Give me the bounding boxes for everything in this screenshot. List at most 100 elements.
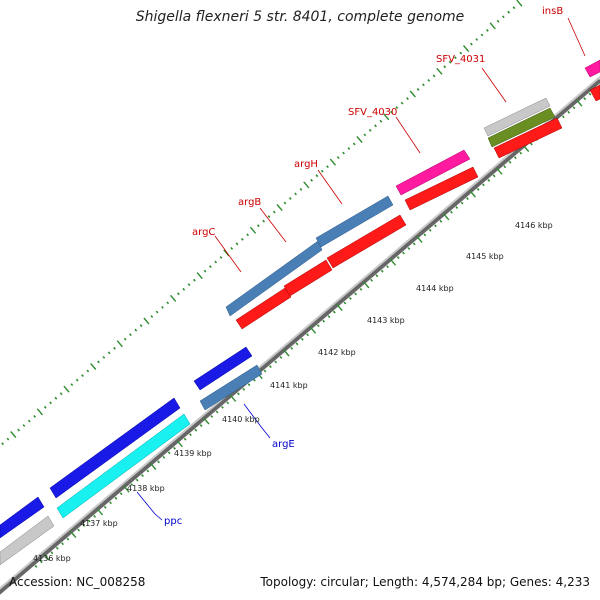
- inner-tick: [423, 233, 427, 237]
- leader-argC: [214, 235, 242, 273]
- inner-tick: [522, 145, 530, 153]
- inner-tick: [466, 197, 469, 201]
- outer-tick: [422, 83, 425, 87]
- outer-tick: [107, 351, 111, 355]
- inner-tick: [316, 324, 320, 328]
- gene-label-argC[interactable]: argC: [192, 227, 215, 238]
- gene-label-ppc[interactable]: ppc: [164, 516, 182, 527]
- outer-tick: [409, 90, 416, 98]
- inner-tick: [82, 524, 86, 527]
- feature-argH[interactable]: [315, 195, 394, 248]
- outer-tick: [6, 437, 10, 441]
- scale-labels: 4136 kbp 4137 kbp 4138 kbp 4139 kbp 4140…: [33, 221, 553, 563]
- feature-blue-1[interactable]: [193, 346, 253, 391]
- outer-tick: [489, 22, 496, 30]
- inner-tick: [407, 247, 411, 250]
- inner-tick: [363, 281, 370, 289]
- outer-tick: [230, 246, 234, 250]
- feature-gray-left[interactable]: [0, 515, 55, 566]
- gene-label-SFV_4031[interactable]: SFV_4031: [436, 54, 485, 65]
- outer-tick: [246, 233, 250, 237]
- inner-tick: [87, 519, 91, 523]
- outer-tick: [368, 128, 372, 132]
- feature-SFV_4031-gray[interactable]: [483, 97, 551, 137]
- feature-SFV_4030[interactable]: [395, 149, 471, 196]
- inner-tick: [237, 392, 240, 396]
- gene-label-insB[interactable]: insB: [542, 6, 563, 17]
- outer-tick: [395, 106, 399, 110]
- outer-tick: [161, 305, 164, 309]
- leader-argB: [259, 207, 287, 243]
- inner-tick: [300, 337, 304, 341]
- inner-tick: [359, 287, 363, 291]
- feature-SFV_4031-olive[interactable]: [487, 107, 556, 148]
- outer-tick: [436, 67, 443, 75]
- inner-tick: [567, 110, 571, 114]
- feature-red-4[interactable]: [404, 166, 479, 211]
- feature-ppc[interactable]: [56, 413, 191, 519]
- feature-red-5[interactable]: [493, 117, 563, 159]
- inner-tick: [263, 369, 267, 373]
- inner-tick: [93, 514, 96, 518]
- feature-argC-argB[interactable]: [225, 240, 323, 317]
- feature-red-2[interactable]: [283, 259, 333, 297]
- outer-tick: [383, 113, 390, 121]
- scale-label-4143: 4143 kbp: [367, 316, 405, 325]
- outer-tick: [169, 294, 177, 302]
- outer-tick: [326, 165, 329, 169]
- outer-tick: [347, 147, 351, 150]
- feature-argE[interactable]: [199, 364, 263, 411]
- inner-tick: [309, 326, 317, 334]
- scale-label-4141: 4141 kbp: [270, 381, 308, 390]
- gene-label-argB[interactable]: argB: [238, 197, 261, 208]
- outer-tick: [150, 315, 154, 318]
- outer-tick: [139, 324, 143, 328]
- inner-tick: [283, 349, 290, 357]
- feature-blue-2[interactable]: [49, 397, 181, 499]
- inner-tick: [253, 378, 256, 382]
- feature-insB[interactable]: [584, 59, 600, 78]
- outer-tick: [166, 301, 170, 305]
- inner-tick: [389, 258, 397, 266]
- outer-tick: [272, 210, 276, 214]
- inner-tick: [274, 360, 278, 364]
- inner-tick: [103, 505, 107, 509]
- outer-tick: [406, 97, 409, 101]
- outer-tick: [75, 378, 79, 382]
- outer-tick: [299, 187, 303, 191]
- scale-label-4138: 4138 kbp: [127, 484, 165, 493]
- inner-tick: [561, 115, 565, 119]
- outer-tick: [501, 15, 505, 19]
- leader-SFV_4031: [481, 67, 507, 103]
- outer-tick: [320, 169, 324, 173]
- inner-tick: [96, 508, 104, 516]
- outer-tick: [267, 215, 271, 219]
- feature-red-6[interactable]: [589, 84, 600, 102]
- outer-tick: [209, 265, 212, 269]
- outer-tick: [462, 45, 470, 53]
- outer-tick-row: [1, 0, 526, 446]
- inner-tick: [380, 269, 384, 273]
- feature-blue-3[interactable]: [0, 496, 45, 539]
- inner-tick: [226, 401, 230, 405]
- feature-red-3[interactable]: [326, 214, 407, 269]
- backbone-highlight: [0, 76, 600, 590]
- leader-argH: [317, 169, 343, 205]
- inner-tick: [55, 546, 59, 550]
- gene-label-SFV_4030[interactable]: SFV_4030: [348, 107, 397, 118]
- inner-tick: [375, 274, 379, 278]
- inner-tick: [572, 106, 576, 110]
- gene-label-argE[interactable]: argE: [272, 439, 295, 450]
- scale-label-4145: 4145 kbp: [466, 252, 504, 261]
- scale-label-4136: 4136 kbp: [33, 554, 71, 563]
- inner-tick: [306, 333, 310, 337]
- outer-tick: [379, 119, 383, 123]
- inner-tick: [443, 213, 450, 221]
- outer-tick: [516, 0, 523, 7]
- gene-label-argH[interactable]: argH: [294, 159, 318, 170]
- outer-tick: [116, 340, 123, 348]
- outer-tick: [480, 33, 484, 37]
- feature-red-1[interactable]: [235, 287, 292, 330]
- inner-tick: [34, 564, 38, 568]
- outer-tick: [102, 355, 106, 359]
